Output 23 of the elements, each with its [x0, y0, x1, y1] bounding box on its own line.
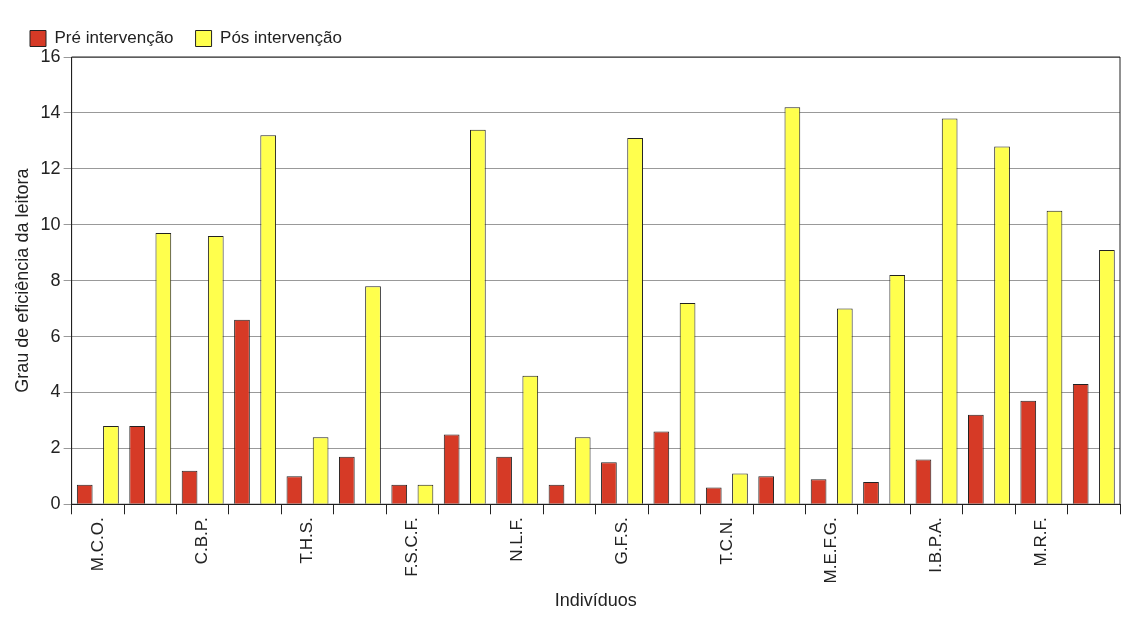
legend-label: Pós intervenção [220, 28, 342, 48]
y-tick-label: 6 [50, 325, 61, 346]
y-tick-label: 2 [50, 437, 61, 458]
x-axis-title: Indivíduos [554, 590, 637, 611]
legend-label: Pré intervenção [54, 28, 174, 48]
x-tick-label: M.C.O. [87, 517, 107, 572]
y-tick-label: 8 [50, 269, 61, 290]
x-tick-label: N.L.F. [506, 517, 526, 562]
y-tick-label: 0 [50, 493, 61, 514]
y-tick-label: 10 [40, 213, 61, 234]
x-tick-label: T.H.S. [297, 517, 317, 564]
y-tick-label: 4 [50, 381, 61, 402]
x-tick-label: M.E.F.G. [821, 517, 841, 584]
x-tick-label: I.B.P.A. [926, 517, 946, 573]
x-tick-label: G.F.S. [611, 517, 631, 565]
x-tick-label: T.C.N. [716, 517, 736, 565]
y-tick-label: 14 [40, 101, 61, 122]
x-tick-label: C.B.P. [192, 517, 212, 565]
y-axis-title: Grau de eficiência da leitora [11, 167, 32, 393]
y-tick-label: 12 [40, 157, 61, 178]
y-tick-label: 16 [40, 45, 61, 66]
x-tick-label: M.R.F. [1031, 517, 1051, 567]
x-tick-label: F.S.C.F. [402, 517, 422, 577]
